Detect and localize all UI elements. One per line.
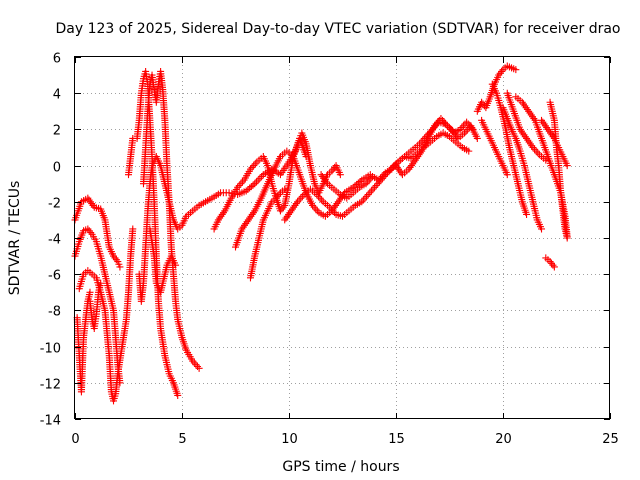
data-point xyxy=(363,192,371,200)
data-point xyxy=(97,279,105,287)
data-point xyxy=(194,363,202,371)
data-point xyxy=(244,185,252,193)
data-point xyxy=(538,225,546,233)
data-point xyxy=(364,191,372,199)
data-point xyxy=(116,263,124,271)
data-point xyxy=(256,174,264,182)
data-point xyxy=(192,361,200,369)
data-point xyxy=(86,288,94,296)
data-point xyxy=(366,189,374,197)
y-tick-label: 0 xyxy=(53,161,61,176)
y-tick-label: 6 xyxy=(53,52,61,67)
data-point xyxy=(246,184,254,192)
series-track-03 xyxy=(75,225,137,405)
data-point xyxy=(353,180,361,188)
data-point xyxy=(250,162,258,170)
series-track-24 xyxy=(542,254,558,271)
y-tick-label: 4 xyxy=(53,88,61,103)
chart-title: Day 123 of 2025, Sidereal Day-to-day VTE… xyxy=(55,21,620,37)
plot-frame xyxy=(74,56,610,419)
data-point xyxy=(247,183,255,191)
data-point xyxy=(550,263,558,271)
series-track-12 xyxy=(246,185,289,282)
data-point xyxy=(237,180,245,188)
data-point xyxy=(465,147,473,155)
x-tick-label: 15 xyxy=(388,432,405,447)
series-track-11 xyxy=(232,147,374,251)
y-tick-label: -10 xyxy=(40,342,61,357)
data-point xyxy=(361,194,369,202)
series-track-05 xyxy=(86,279,105,332)
x-tick-label: 10 xyxy=(281,432,298,447)
data-point xyxy=(312,205,320,213)
series-track-04 xyxy=(73,288,94,396)
y-tick-label: 2 xyxy=(53,124,61,139)
series-track-17 xyxy=(478,116,511,179)
data-point xyxy=(563,162,571,170)
data-point xyxy=(195,364,203,372)
data-point xyxy=(242,187,250,195)
series-track-23 xyxy=(546,98,571,242)
data-point xyxy=(172,261,180,269)
data-point xyxy=(258,172,266,180)
data-point xyxy=(534,149,542,157)
data-point xyxy=(254,176,262,184)
data-point xyxy=(512,66,520,74)
data-point xyxy=(252,178,260,186)
series-track-01 xyxy=(71,194,124,271)
y-tick-label: -14 xyxy=(40,414,61,429)
series-track-15 xyxy=(392,115,477,179)
data-point xyxy=(327,205,335,213)
x-tick-label: 20 xyxy=(495,432,512,447)
x-tick-label: 25 xyxy=(602,432,619,447)
data-points xyxy=(71,62,571,405)
series-track-09 xyxy=(146,225,180,296)
data-point xyxy=(369,185,377,193)
data-point xyxy=(354,179,362,187)
data-point xyxy=(469,125,477,133)
data-point xyxy=(314,192,322,200)
y-tick-label: -8 xyxy=(48,305,61,320)
series-track-07 xyxy=(139,67,203,372)
data-point xyxy=(316,194,324,202)
data-point xyxy=(364,178,372,186)
data-point xyxy=(359,196,367,204)
data-point xyxy=(503,171,511,179)
x-tick-label: 5 xyxy=(178,432,186,447)
axis-ticks: 0 5 10 15 20 25 -14 -12 -10 -8 -6 -4 -2 0 2 4 6 xyxy=(40,52,619,448)
x-axis-label: GPS time / hours xyxy=(282,459,399,475)
data-point xyxy=(371,183,379,191)
series-track-10 xyxy=(210,129,344,233)
data-point xyxy=(313,207,321,215)
y-tick-label: -2 xyxy=(48,197,61,212)
y-axis-label: SDTVAR / TECUs xyxy=(7,181,23,296)
series-track-19 xyxy=(499,104,546,233)
x-tick-label: 0 xyxy=(71,432,79,447)
data-point xyxy=(336,171,344,179)
data-point xyxy=(129,225,137,233)
y-tick-label: -12 xyxy=(40,378,61,393)
data-point xyxy=(174,391,182,399)
data-point xyxy=(532,147,540,155)
data-point xyxy=(473,134,481,142)
data-point xyxy=(563,234,571,242)
data-point xyxy=(249,181,257,189)
data-point xyxy=(297,194,305,202)
data-point xyxy=(440,118,448,126)
data-point xyxy=(523,210,531,218)
data-point xyxy=(251,160,259,168)
data-point xyxy=(367,187,375,195)
y-tick-label: -4 xyxy=(48,233,61,248)
y-tick-label: -6 xyxy=(48,269,61,284)
data-point xyxy=(281,185,289,193)
series-track-20 xyxy=(503,89,550,164)
data-point xyxy=(542,156,550,164)
